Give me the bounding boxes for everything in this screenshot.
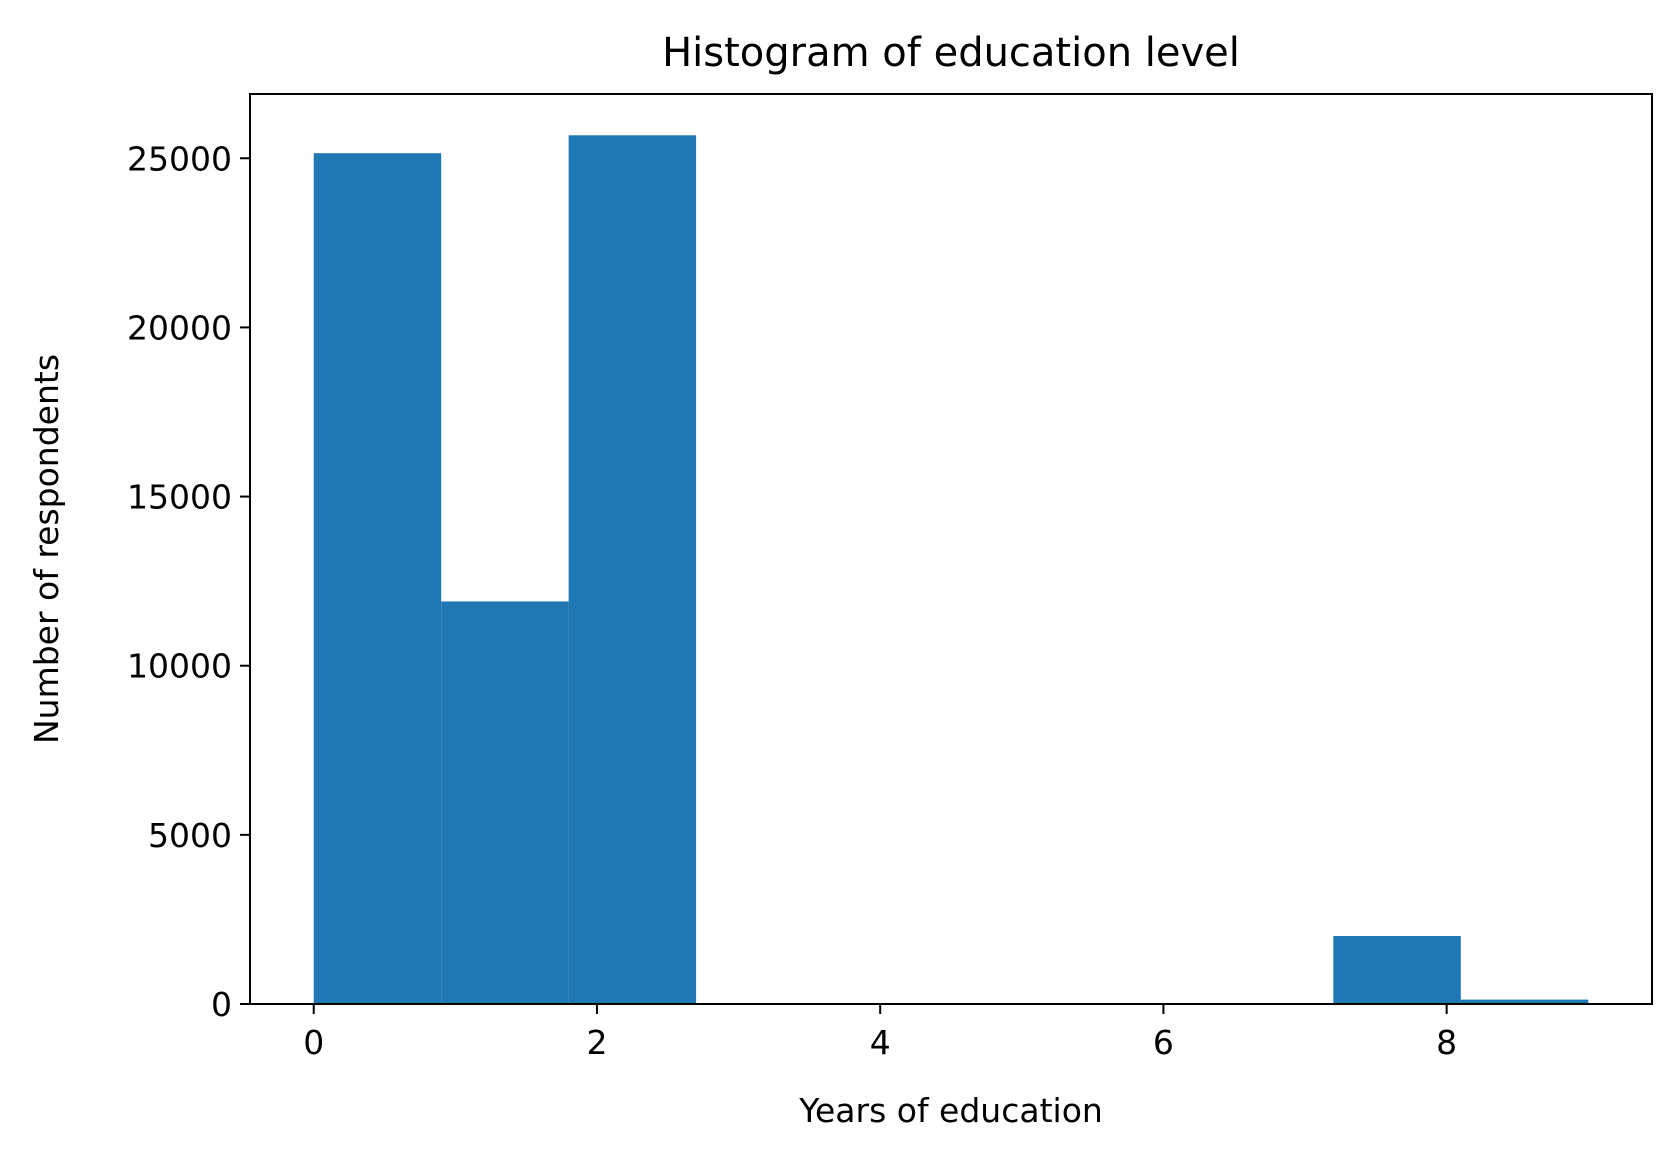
y-tick-label: 0 [211, 985, 232, 1024]
histogram-bar-2 [568, 135, 697, 1005]
chart-title: Histogram of education level [662, 30, 1240, 76]
y-tick-label: 10000 [127, 647, 232, 686]
x-tick-label: 2 [586, 1023, 607, 1062]
histogram-bar-1 [441, 601, 569, 1004]
y-axis-ticks: 0 5000 10000 15000 20000 25000 [127, 139, 250, 1024]
y-axis-label: Number of respondents [27, 354, 66, 744]
histogram-bar-9 [1460, 999, 1589, 1004]
plot-frame [249, 93, 1653, 1005]
x-tick-label: 0 [303, 1023, 324, 1062]
y-tick-label: 20000 [127, 308, 232, 347]
histogram-bar-0 [313, 153, 442, 1004]
x-axis-ticks: 0 2 4 6 8 [303, 1004, 1457, 1062]
bars-layer [313, 135, 1589, 1005]
x-tick-label: 6 [1153, 1023, 1174, 1062]
x-tick-label: 8 [1436, 1023, 1457, 1062]
histogram-bar-8 [1333, 936, 1461, 1004]
x-tick-label: 4 [870, 1023, 891, 1062]
y-tick-label: 5000 [148, 816, 232, 855]
y-tick-label: 15000 [127, 478, 232, 517]
y-tick-label: 25000 [127, 139, 232, 178]
x-axis-label: Years of education [798, 1091, 1103, 1130]
